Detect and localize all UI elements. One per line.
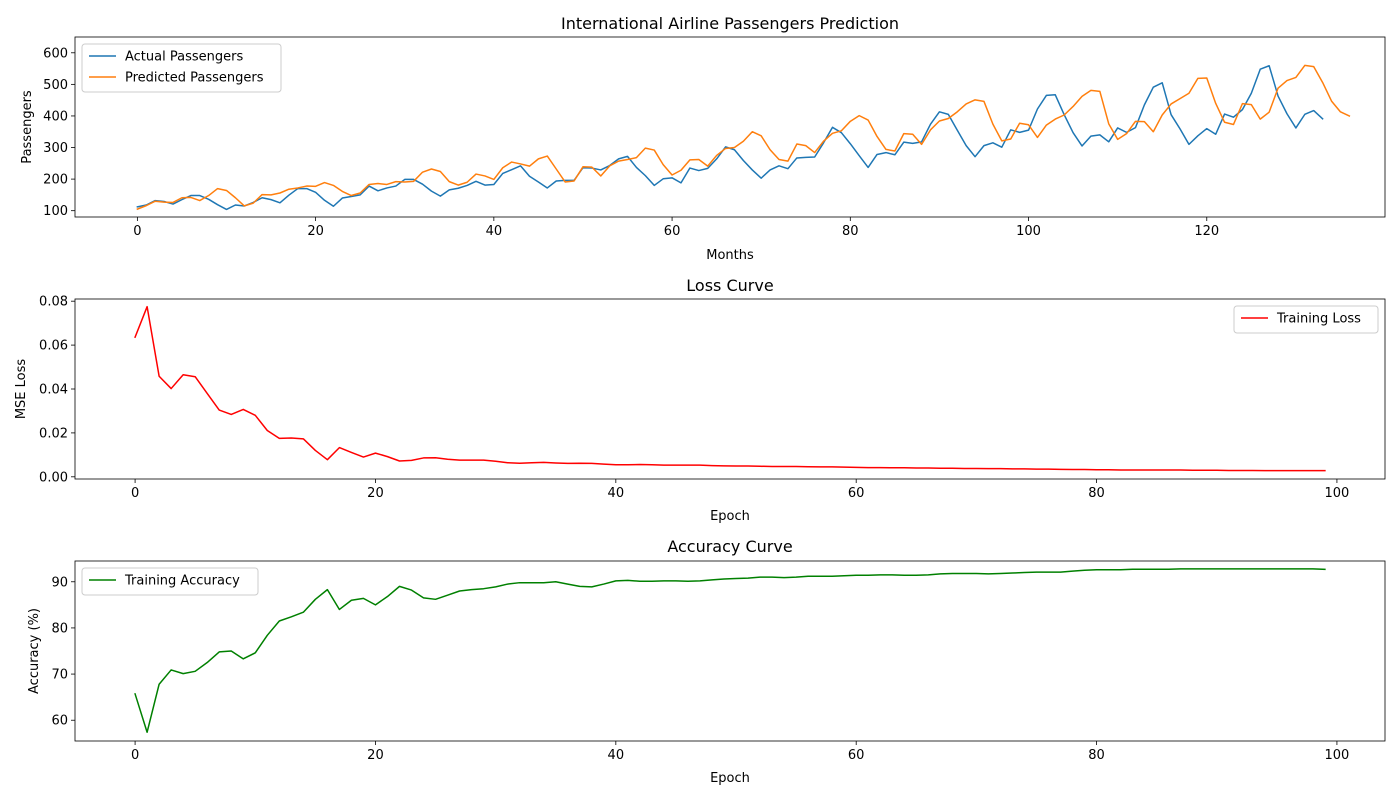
y-tick-label: 0.02 <box>39 426 68 441</box>
y-tick-label: 70 <box>51 668 68 683</box>
x-tick-label: 40 <box>486 224 503 239</box>
chart-title: International Airline Passengers Predict… <box>561 14 899 33</box>
series-line-training-accuracy <box>134 568 1326 733</box>
x-axis-label: Epoch <box>710 509 750 524</box>
x-tick-label: 120 <box>1194 224 1219 239</box>
x-tick-label: 20 <box>367 748 384 763</box>
x-tick-label: 100 <box>1325 486 1350 501</box>
x-tick-label: 80 <box>842 224 859 239</box>
series-line-actual-passengers <box>136 64 1324 211</box>
x-tick-label: 20 <box>307 224 324 239</box>
y-tick-label: 60 <box>51 714 68 729</box>
y-tick-label: 0.06 <box>39 339 68 354</box>
y-tick-label: 0.08 <box>39 295 68 310</box>
x-tick-label: 60 <box>848 748 865 763</box>
x-tick-label: 20 <box>367 486 384 501</box>
y-axis-label: Passengers <box>20 90 35 164</box>
axes-frame <box>74 36 1386 218</box>
y-tick-label: 200 <box>43 173 68 188</box>
y-tick-label: 80 <box>51 621 68 636</box>
legend-label: Predicted Passengers <box>125 71 264 86</box>
y-axis-label: MSE Loss <box>14 359 29 420</box>
x-tick-label: 0 <box>131 748 139 763</box>
legend-label: Actual Passengers <box>125 50 243 65</box>
y-tick-label: 0.00 <box>39 470 68 485</box>
chart-2 <box>134 305 1326 472</box>
legend-label: Training Loss <box>1276 312 1361 327</box>
chart-title: Accuracy Curve <box>667 537 792 556</box>
chart-1 <box>136 64 1351 211</box>
chart-title: Loss Curve <box>686 276 773 295</box>
y-tick-label: 400 <box>43 109 68 124</box>
x-tick-label: 40 <box>608 748 625 763</box>
axes-frame <box>74 298 1386 480</box>
x-tick-label: 100 <box>1325 748 1350 763</box>
y-tick-label: 100 <box>43 204 68 219</box>
y-tick-label: 500 <box>43 78 68 93</box>
legend-box <box>1233 305 1379 334</box>
x-axis-label: Epoch <box>710 771 750 786</box>
legend-label: Training Accuracy <box>124 574 240 589</box>
chart-3 <box>134 568 1326 733</box>
x-tick-label: 0 <box>133 224 141 239</box>
x-tick-label: 40 <box>608 486 625 501</box>
y-tick-label: 300 <box>43 141 68 156</box>
y-tick-label: 600 <box>43 46 68 61</box>
series-line-training-loss <box>134 305 1326 472</box>
x-tick-label: 100 <box>1016 224 1041 239</box>
x-tick-label: 0 <box>131 486 139 501</box>
x-tick-label: 60 <box>664 224 681 239</box>
series-line-predicted-passengers <box>136 64 1351 211</box>
x-tick-label: 80 <box>1088 748 1105 763</box>
x-axis-label: Months <box>706 248 754 263</box>
y-tick-label: 90 <box>51 575 68 590</box>
axes-frame <box>74 560 1386 742</box>
y-tick-label: 0.04 <box>39 383 68 398</box>
legend-box <box>81 43 282 93</box>
y-axis-label: Accuracy (%) <box>27 608 42 694</box>
x-tick-label: 60 <box>848 486 865 501</box>
legend-box <box>81 567 259 596</box>
x-tick-label: 80 <box>1088 486 1105 501</box>
